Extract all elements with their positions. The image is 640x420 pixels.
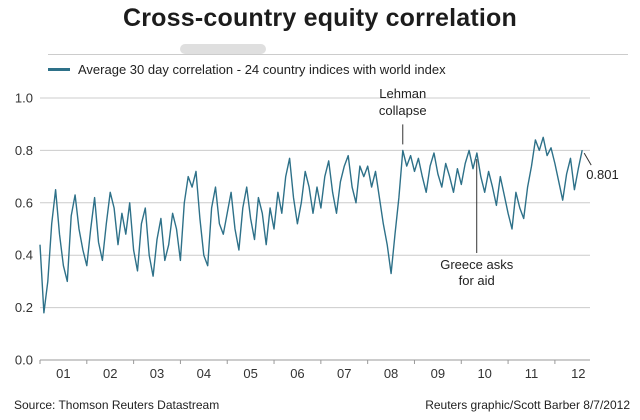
- footer: Source: Thomson Reuters Datastream Reute…: [14, 398, 630, 412]
- source-note: Source: Thomson Reuters Datastream: [14, 398, 220, 412]
- x-tick-label: 02: [103, 366, 117, 381]
- y-tick-label: 0.4: [15, 248, 33, 263]
- y-tick-label: 0.8: [15, 143, 33, 158]
- x-tick-label: 08: [384, 366, 398, 381]
- series-line: [39, 136, 583, 314]
- y-tick-label: 0.2: [15, 300, 33, 315]
- x-tick-label: 07: [337, 366, 351, 381]
- x-tick-label: 05: [243, 366, 257, 381]
- plot-svg: 0.0 0.2 0.4 0.6 0.8 1.0 01 02 03 04 05 06 07 08 09 10 11…: [15, 91, 592, 381]
- plot-area: 0.0 0.2 0.4 0.6 0.8 1.0 01 02 03 04 05 06 07 08 09 10 11…: [0, 86, 640, 386]
- end-value-label: 0.801: [586, 167, 619, 183]
- y-axis-labels: 0.0 0.2 0.4 0.6 0.8 1.0: [15, 91, 33, 368]
- x-axis: 01 02 03 04 05 06 07 08 09 10 11 12: [39, 359, 590, 381]
- x-tick-label: 01: [56, 366, 70, 381]
- grid-lines: [40, 97, 590, 361]
- legend: Average 30 day correlation - 24 country …: [48, 54, 628, 77]
- x-tick-label: 10: [477, 366, 491, 381]
- y-tick-label: 1.0: [15, 91, 33, 106]
- x-tick-label: 12: [571, 366, 585, 381]
- x-tick-label: 11: [525, 366, 539, 381]
- legend-label: Average 30 day correlation - 24 country …: [78, 62, 446, 77]
- annotation-greece-aid: Greece asks for aid: [440, 257, 514, 289]
- blurred-subtitle: [180, 44, 266, 54]
- y-tick-label: 0.6: [15, 195, 33, 210]
- x-tick-label: 04: [197, 366, 211, 381]
- x-tick-label: 06: [290, 366, 304, 381]
- credit-note: Reuters graphic/Scott Barber 8/7/2012: [425, 398, 630, 412]
- x-tick-label: 09: [431, 366, 445, 381]
- chart-title: Cross-country equity correlation: [123, 4, 517, 32]
- end-marker-line: [583, 152, 592, 166]
- legend-line-swatch: [48, 68, 70, 71]
- x-tick-label: 03: [150, 366, 164, 381]
- y-tick-label: 0.0: [15, 353, 33, 368]
- annotation-lehman-collapse: Lehman collapse: [378, 86, 427, 118]
